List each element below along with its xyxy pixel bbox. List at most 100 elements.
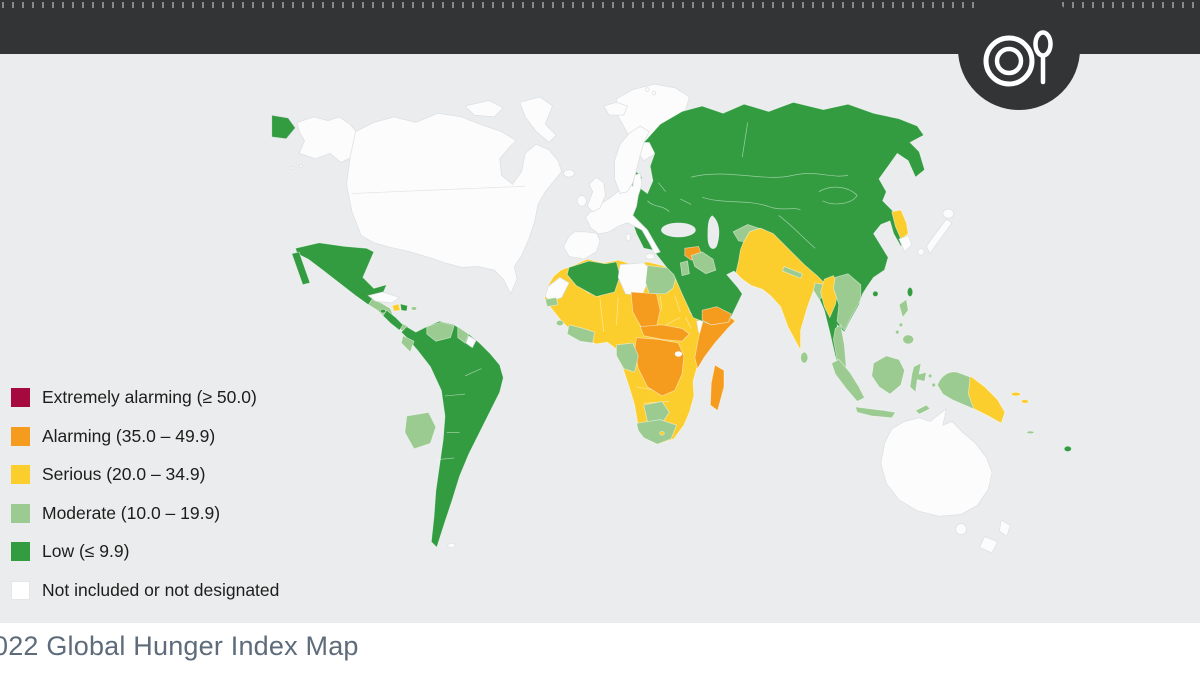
region-madagascar <box>709 364 725 412</box>
legend-item-moderate: Moderate (10.0 – 19.9) <box>11 503 279 523</box>
lake-victoria <box>674 351 683 357</box>
region-algeria <box>566 260 621 297</box>
footer: 022 Global Hunger Index Map <box>0 623 1200 675</box>
map-legend: Extremely alarming (≥ 50.0) Alarming (35… <box>11 388 279 619</box>
region-sri-lanka <box>800 351 809 364</box>
top-bar <box>0 0 1200 110</box>
region-sierra-leone <box>555 319 564 327</box>
region-sumatra <box>831 359 865 402</box>
legend-swatch-extremely-alarming <box>11 388 30 407</box>
region-arctic-island <box>464 100 504 118</box>
region-indochina <box>833 273 862 331</box>
yellow-sea <box>879 223 889 235</box>
region-chukotka <box>271 114 296 140</box>
legend-swatch-serious <box>11 465 30 484</box>
legend-item-alarming: Alarming (35.0 – 49.9) <box>11 425 279 446</box>
region-yemen <box>701 306 732 326</box>
map-section: Extremely alarming (≥ 50.0) Alarming (35… <box>0 54 1200 623</box>
region-taiwan <box>906 287 914 297</box>
region-bolivia <box>404 411 437 450</box>
region-north-korea <box>891 209 909 240</box>
black-sea <box>661 222 696 238</box>
legend-item-extremely-alarming: Extremely alarming (≥ 50.0) <box>11 388 279 407</box>
region-canada-usa <box>346 112 563 295</box>
region-cuba <box>367 291 401 304</box>
region-venezuela <box>426 321 455 342</box>
region-nepal <box>781 265 803 279</box>
svalbard <box>645 87 650 92</box>
region-baja-california <box>291 251 311 286</box>
region-iceland <box>603 101 628 116</box>
aleutian-island <box>289 166 294 170</box>
region-uk <box>586 176 606 213</box>
region-car-south-sudan <box>639 324 690 342</box>
region-japan-kyushu <box>917 248 925 256</box>
region-new-caledonia <box>1026 430 1035 435</box>
region-south-korea <box>898 234 913 253</box>
region-mexico <box>294 242 388 306</box>
page-title: 022 Global Hunger Index Map <box>0 631 359 661</box>
region-libya <box>617 262 650 297</box>
region-afghanistan-pakistan-india <box>735 227 825 351</box>
region-timor <box>914 404 931 415</box>
legend-swatch-low <box>11 542 30 561</box>
region-sardinia <box>625 233 631 242</box>
plate-and-spoon-icon <box>983 30 1053 87</box>
region-java <box>854 406 897 419</box>
region-hainan <box>872 290 879 297</box>
region-newfoundland <box>563 169 575 178</box>
logo-badge <box>958 0 1080 110</box>
region-south-africa <box>636 419 678 445</box>
legend-label: Extremely alarming (≥ 50.0) <box>42 387 257 407</box>
region-puerto-rico <box>410 306 418 311</box>
region-borneo <box>871 355 905 395</box>
region-senegal <box>544 297 559 308</box>
region-japan-hokkaido <box>942 208 955 219</box>
region-philippines-mindanao <box>902 334 915 345</box>
legend-item-not-included: Not included or not designated <box>11 579 280 600</box>
moluccas-island <box>931 382 936 388</box>
region-western-sahara <box>544 276 570 302</box>
region-tasmania <box>955 523 967 535</box>
region-ghana-ivory-coast <box>566 324 595 344</box>
region-jordan <box>679 260 690 277</box>
us-canada-border <box>351 185 526 194</box>
region-nicaragua-costa-rica <box>382 309 404 331</box>
region-western-europe <box>563 172 661 260</box>
region-philippines-luzon <box>898 298 909 319</box>
eurasia-borders <box>647 122 858 249</box>
region-jamaica <box>379 308 387 314</box>
philippine-island <box>898 322 904 328</box>
svalbard <box>651 91 656 96</box>
region-baffin-island <box>519 96 557 143</box>
region-suriname <box>465 335 477 349</box>
region-guyana <box>457 325 470 344</box>
world-map <box>52 54 1148 573</box>
region-fiji <box>1063 445 1072 452</box>
perforation-ticks <box>2 2 1198 8</box>
region-botswana <box>643 401 670 424</box>
region-dominican-republic <box>399 303 409 312</box>
caspian-sea <box>707 215 720 249</box>
legend-label: Alarming (35.0 – 49.9) <box>42 425 216 446</box>
region-solomon-islands <box>1020 399 1029 404</box>
region-australia <box>880 407 993 517</box>
legend-item-low: Low (≤ 9.9) <box>11 542 279 561</box>
legend-label: Low (≤ 9.9) <box>42 541 130 561</box>
philippine-island <box>895 329 900 335</box>
region-japan-honshu <box>926 218 953 255</box>
legend-label: Serious (20.0 – 34.9) <box>42 464 206 484</box>
aleutian-island <box>299 164 303 168</box>
region-lesotho <box>659 431 665 436</box>
legend-item-serious: Serious (20.0 – 34.9) <box>11 465 279 484</box>
region-ireland <box>576 194 587 207</box>
legend-swatch-not-included <box>11 580 30 600</box>
region-new-zealand-south <box>978 535 999 554</box>
region-alaska <box>296 116 358 163</box>
legend-swatch-moderate <box>11 503 30 523</box>
region-iraq <box>690 251 717 275</box>
region-new-zealand-north <box>998 519 1011 537</box>
region-haiti <box>391 303 401 312</box>
region-ecuador <box>400 335 415 353</box>
legend-label: Not included or not designated <box>42 579 280 600</box>
